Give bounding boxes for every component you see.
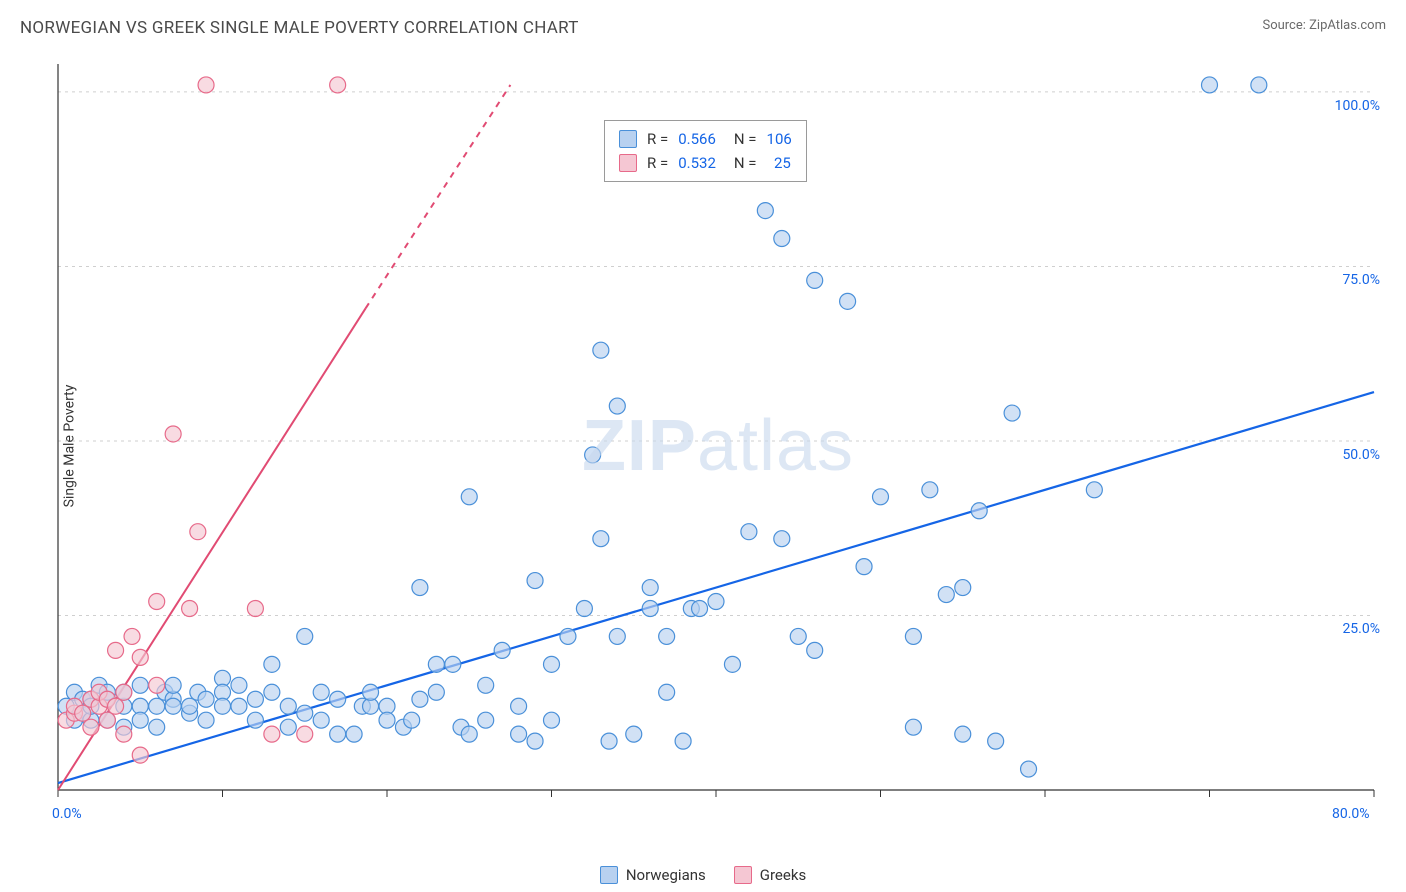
legend-label: Greeks <box>760 866 806 884</box>
x-tick-label: 80.0% <box>1332 806 1370 822</box>
n-label: N = <box>734 127 757 151</box>
stats-legend-box: R = 0.566 N = 106 R = 0.532 N = 25 <box>604 120 807 182</box>
y-tick-label: 75.0% <box>1342 272 1380 288</box>
series-swatch-icon <box>619 130 637 148</box>
y-tick-label: 50.0% <box>1342 447 1380 463</box>
r-value: 0.566 <box>678 127 716 151</box>
r-value: 0.532 <box>678 151 716 175</box>
r-label: R = <box>647 127 668 151</box>
n-value: 25 <box>767 151 791 175</box>
legend-item: Norwegians <box>600 866 706 884</box>
legend-label: Norwegians <box>626 866 706 884</box>
plot-area: ZIPatlas R =0.566N =106R =0.532N = 25 25… <box>48 56 1388 836</box>
bottom-legend: Norwegians Greeks <box>0 866 1406 884</box>
legend-swatch-icon <box>734 866 752 884</box>
x-tick-label: 0.0% <box>52 806 82 822</box>
y-tick-label: 25.0% <box>1342 621 1380 637</box>
legend-item: Greeks <box>734 866 806 884</box>
y-tick-label: 100.0% <box>1335 98 1380 114</box>
series-swatch-icon <box>619 154 637 172</box>
legend-swatch-icon <box>600 866 618 884</box>
stats-row: R = 0.532 N = 25 <box>619 151 792 175</box>
header: NORWEGIAN VS GREEK SINGLE MALE POVERTY C… <box>0 0 1406 56</box>
source-attribution: Source: ZipAtlas.com <box>1262 18 1386 33</box>
n-label: N = <box>734 151 757 175</box>
n-value: 106 <box>767 127 792 151</box>
stats-row: R = 0.566 N = 106 <box>619 127 792 151</box>
chart-container: NORWEGIAN VS GREEK SINGLE MALE POVERTY C… <box>0 0 1406 892</box>
chart-title: NORWEGIAN VS GREEK SINGLE MALE POVERTY C… <box>20 18 579 38</box>
r-label: R = <box>647 151 668 175</box>
